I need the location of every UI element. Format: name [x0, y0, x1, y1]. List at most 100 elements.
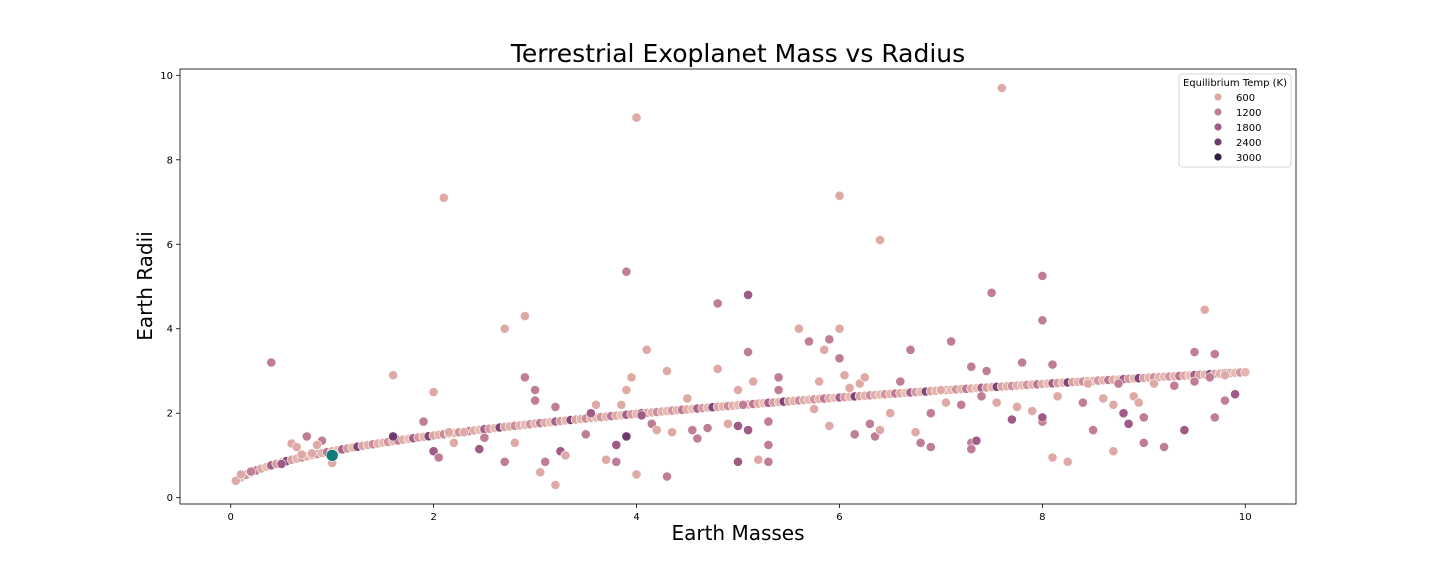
- plot-frame: [179, 68, 1297, 505]
- x-tick-label: 2: [430, 512, 436, 523]
- scatter-point: [580, 429, 591, 440]
- scatter-point: [651, 425, 662, 435]
- scatter-point: [712, 363, 723, 374]
- scatter-point: [1230, 389, 1240, 400]
- scatter-point: [591, 399, 601, 410]
- scatter-point: [1062, 456, 1073, 467]
- scatter-point: [586, 408, 596, 419]
- scatter-point: [636, 410, 647, 421]
- scatter-point: [723, 418, 733, 429]
- scatter-point: [266, 357, 277, 368]
- scatter-point: [1179, 425, 1190, 435]
- scatter-point: [966, 361, 977, 372]
- scatter-point: [1113, 378, 1124, 389]
- scatter-point: [631, 112, 642, 123]
- scatter-point: [824, 420, 835, 431]
- scatter-point: [306, 448, 317, 459]
- x-tick-label: 10: [1239, 512, 1252, 523]
- legend-label: 2400: [1236, 138, 1261, 149]
- scatter-point: [875, 425, 885, 435]
- scatter-point: [763, 439, 774, 450]
- scatter-point: [246, 466, 256, 477]
- scatter-point: [1138, 412, 1149, 423]
- scatter-point: [1108, 399, 1119, 410]
- legend-marker: [1214, 108, 1222, 116]
- scatter-point: [859, 372, 870, 383]
- scatter-point: [981, 366, 992, 376]
- scatter-point: [641, 344, 652, 355]
- curve-point: [1240, 367, 1251, 378]
- scatter-point: [1012, 401, 1022, 412]
- x-tick-label: 8: [1039, 512, 1045, 523]
- scatter-point: [809, 404, 819, 414]
- scatter-point: [738, 399, 748, 410]
- scatter-point: [1007, 414, 1017, 425]
- scatter-point: [520, 311, 530, 321]
- scatter-point: [443, 427, 454, 438]
- scatter-point: [1169, 380, 1180, 391]
- scatter-point: [235, 469, 246, 480]
- scatter-point: [986, 287, 997, 298]
- scatter-point: [804, 336, 814, 347]
- scatter-point: [1037, 412, 1048, 423]
- scatter-point: [601, 454, 611, 465]
- scatter-point: [621, 431, 632, 442]
- scatter-point: [743, 347, 753, 357]
- scatter-point: [733, 420, 743, 431]
- scatter-point: [1138, 437, 1149, 448]
- legend-marker: [1214, 153, 1222, 161]
- scatter-point: [540, 456, 551, 467]
- scatter-point: [1220, 370, 1230, 381]
- scatter-point: [996, 83, 1007, 93]
- scatter-point: [448, 437, 459, 448]
- y-tick-label: 0: [167, 493, 173, 504]
- scatter-point: [692, 433, 703, 444]
- scatter-point: [560, 450, 571, 461]
- scatter-point: [819, 344, 830, 355]
- scatter-point: [794, 323, 804, 334]
- scatter-point: [621, 385, 632, 395]
- scatter-point: [712, 298, 723, 309]
- scatter-point: [733, 456, 743, 467]
- scatter-point: [509, 437, 520, 448]
- scatter-point: [936, 385, 946, 395]
- scatter-point: [763, 456, 774, 467]
- scatter-point: [662, 366, 672, 376]
- scatter-point: [662, 471, 672, 482]
- chart-title: Terrestrial Exoplanet Mass vs Radius: [510, 39, 965, 68]
- scatter-point: [844, 382, 855, 393]
- scatter-point: [895, 376, 906, 387]
- y-tick-label: 6: [167, 240, 173, 251]
- legend-label: 1800: [1236, 123, 1261, 134]
- scatter-point: [621, 266, 632, 277]
- scatter-point: [1027, 406, 1038, 416]
- scatter-point: [1209, 349, 1220, 359]
- legend-entries: 600 1200 1800 2400 3000: [1214, 93, 1261, 164]
- scatter-point: [1108, 446, 1119, 457]
- scatter-point: [834, 190, 845, 201]
- scatter-point: [971, 435, 982, 446]
- scatter-point: [865, 418, 875, 429]
- legend-label: 600: [1236, 93, 1255, 104]
- y-axis: 0 2 4 6 8 10: [160, 71, 180, 504]
- y-tick-label: 4: [167, 324, 173, 335]
- legend-title: Equilibrium Temp (K): [1183, 78, 1287, 89]
- scatter-point: [682, 393, 693, 404]
- scatter-point: [849, 429, 860, 440]
- scatter-point: [296, 449, 307, 460]
- scatter-point: [530, 395, 540, 406]
- scatter-point: [520, 372, 530, 383]
- scatter-point: [910, 427, 921, 438]
- scatter-point: [479, 432, 490, 443]
- scatter-point: [1083, 378, 1093, 389]
- scatter-point: [1220, 395, 1230, 406]
- y-axis-label: Earth Radii: [133, 231, 157, 341]
- scatter-point: [667, 427, 677, 438]
- legend-marker: [1214, 93, 1222, 101]
- scatter-point: [474, 444, 485, 454]
- scatter-point: [499, 323, 510, 334]
- scatter-point: [499, 456, 510, 467]
- legend: Equilibrium Temp (K) 600 1200 1800 2400 3000: [1178, 73, 1292, 168]
- x-tick-label: 0: [228, 512, 234, 523]
- highlight-point: [325, 449, 339, 462]
